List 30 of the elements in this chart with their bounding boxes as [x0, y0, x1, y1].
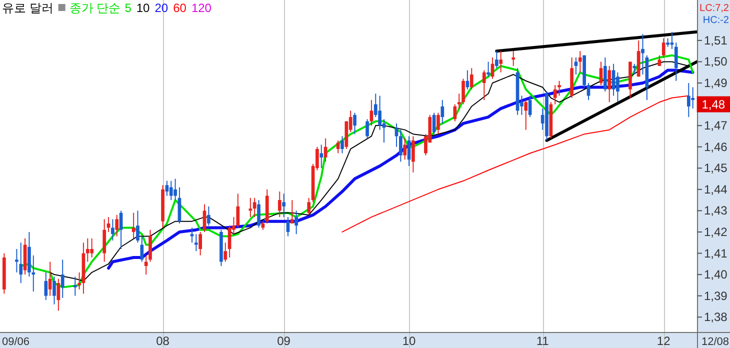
- y-tick-label: 1,50: [704, 54, 728, 69]
- y-tick-label: 1,51: [704, 33, 728, 48]
- text: 12/08: [701, 336, 729, 348]
- text: 5: [124, 1, 132, 15]
- y-tick-label: 1,38: [704, 310, 728, 324]
- y-tick-label: 1,41: [704, 246, 728, 260]
- text: 60: [173, 1, 187, 15]
- x-tick-label: 12: [656, 334, 671, 348]
- y-tick-label: 1,43: [704, 204, 728, 218]
- x-tick-label: 11: [536, 334, 550, 348]
- text: LC:7,2: [700, 3, 730, 14]
- y-tick-label: 1,49: [704, 76, 728, 90]
- text: HC:-2: [702, 15, 730, 26]
- legend-title: 종가 단순: [69, 1, 121, 15]
- y-tick-label: 1,45: [704, 161, 728, 176]
- x-tick-label: 08: [156, 334, 170, 348]
- annotation: 1,48: [702, 97, 726, 112]
- y-tick-label: 1,46: [704, 140, 728, 154]
- legend-label: 120: [191, 1, 212, 15]
- y-tick-label: 1,39: [704, 288, 728, 303]
- text: 09/06: [2, 336, 30, 348]
- x-tick-label: 09: [277, 334, 291, 348]
- chart-title: 유로 달러: [2, 1, 54, 15]
- x-tick-label: 10: [402, 334, 416, 348]
- text: 20: [154, 1, 168, 15]
- y-tick-label: 1,42: [704, 224, 728, 239]
- y-tick-label: 1,44: [704, 182, 728, 196]
- text: 10: [136, 1, 150, 15]
- y-tick-label: 1,47: [704, 118, 728, 133]
- y-tick-label: 1,40: [704, 268, 728, 282]
